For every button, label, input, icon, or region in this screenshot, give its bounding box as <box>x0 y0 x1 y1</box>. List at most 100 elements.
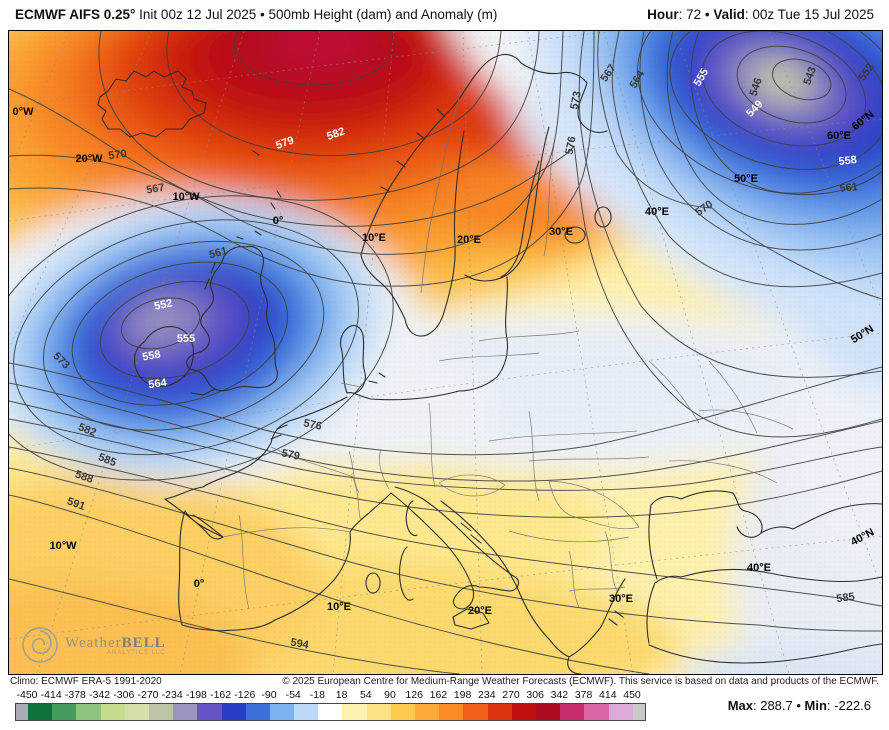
copyright-attribution: © 2025 European Centre for Medium-Range … <box>282 676 879 687</box>
latlon-label: 30°E <box>549 226 573 238</box>
colorbar-segment <box>366 704 391 720</box>
colorbar-tick: -414 <box>40 689 62 701</box>
colorbar-tick: -450 <box>16 689 38 701</box>
colorbar-tick: 90 <box>384 689 396 701</box>
latlon-label: 20°E <box>468 605 492 617</box>
colorbar-tick: 342 <box>550 689 569 701</box>
anomaly-colorbar: -450 -414 -378 -342 -306 -270 -234 -198 -162 -126… <box>15 689 655 721</box>
height-contours <box>9 31 882 674</box>
latlon-label: 50°E <box>734 173 758 185</box>
contour-label: 555 <box>177 333 195 345</box>
contour-label: 582 <box>325 125 346 143</box>
contour-label: 552 <box>153 297 173 313</box>
colorbar-tick: -18 <box>309 689 325 701</box>
colorbar-segment <box>269 704 295 720</box>
hour-label: Hour <box>647 7 679 22</box>
contour-label: 543 <box>801 65 819 86</box>
contour-label: 570 <box>108 148 128 162</box>
latlon-label: 40°E <box>747 562 771 574</box>
contour-label: 576 <box>302 417 322 433</box>
contour-label: 579 <box>280 447 300 463</box>
colorbar-segment <box>173 704 198 720</box>
max-label: Max <box>727 698 753 713</box>
country-borders <box>222 90 794 610</box>
latlon-label: 0° <box>194 578 205 590</box>
hour-value: : 72 • <box>678 7 714 22</box>
colorbar-segment <box>318 704 343 720</box>
colorbar-tick: 234 <box>478 689 496 701</box>
stipple-texture <box>9 31 882 674</box>
contour-label: 579 <box>274 134 295 152</box>
colorbar-tick: -198 <box>185 689 207 701</box>
contour-label: 585 <box>836 591 856 605</box>
colorbar-tick: 450 <box>623 689 641 701</box>
colorbar-segment <box>52 704 77 720</box>
valid-value: : 00z Tue 15 Jul 2025 <box>744 7 874 22</box>
colorbar-segment <box>632 704 645 720</box>
logo-subtitle: ANALYTICS LLC <box>107 650 166 656</box>
colorbar-tick: 270 <box>502 689 520 701</box>
colorbar-tick: 18 <box>335 689 348 701</box>
colorbar-segment <box>221 704 246 720</box>
max-value: : 288.7 • <box>752 698 805 713</box>
contour-label: 558 <box>838 154 858 168</box>
latlon-label: 0° <box>273 215 284 227</box>
logo-weather: Weather <box>65 635 122 651</box>
colorbar-tick: -54 <box>285 689 301 701</box>
colorbar-tick: -270 <box>137 689 159 701</box>
colorbar-segment <box>197 704 222 720</box>
latlon-label: 30°E <box>609 593 633 605</box>
colorbar-tick: -126 <box>234 689 256 701</box>
colorbar-tick: 162 <box>429 689 448 701</box>
colorbar-segment <box>584 704 609 720</box>
colorbar-segment <box>608 704 633 720</box>
latlon-label: 0°W <box>13 106 35 118</box>
colorbar-segment <box>415 704 440 720</box>
latlon-label: 20°E <box>457 234 481 246</box>
colorbar-segment <box>124 704 149 720</box>
latlon-label: 10°E <box>362 232 386 244</box>
colorbar-tick: -234 <box>161 689 183 701</box>
colorbar-segment <box>342 704 367 720</box>
latlon-label: 10°W <box>172 191 200 203</box>
contour-label: 591 <box>65 495 86 513</box>
header: ECMWF AIFS 0.25° Init 00z 12 Jul 2025 • … <box>0 0 889 30</box>
contour-label: 588 <box>73 468 94 486</box>
weather-map: 570 567 579 582 573 576 567 564 555 546 549 543 552 5… <box>8 30 883 675</box>
colorbar-tick: 198 <box>453 689 472 701</box>
colorbar-segment <box>16 704 28 720</box>
contour-label: 561 <box>839 181 858 195</box>
colorbar-segment <box>28 704 53 720</box>
colorbar-segment <box>100 704 125 720</box>
coastlines <box>97 53 882 674</box>
colorbar-segment <box>487 704 512 720</box>
model-name: ECMWF AIFS 0.25° <box>15 7 136 22</box>
valid-label: Valid <box>713 7 745 22</box>
min-value: : -222.6 <box>826 698 871 713</box>
colorbar-segment <box>560 704 585 720</box>
page-title: ECMWF AIFS 0.25° Init 00z 12 Jul 2025 • … <box>15 7 497 22</box>
colorbar-segment <box>148 704 174 720</box>
contour-label: 564 <box>148 377 169 392</box>
colorbar-tick: -306 <box>113 689 135 701</box>
colorbar-tick: 414 <box>599 689 617 701</box>
colorbar-tick: 378 <box>574 689 593 701</box>
colorbar-segment <box>463 704 488 720</box>
contour-label: 567 <box>145 182 165 197</box>
colorbar-segment <box>390 704 415 720</box>
colorbar-tick: -378 <box>64 689 86 701</box>
contour-label: 594 <box>289 637 310 652</box>
latlon-label: 60°E <box>827 130 851 142</box>
colorbar-tick: 126 <box>405 689 423 701</box>
contour-label: 546 <box>748 76 765 97</box>
colorbar-segment <box>439 704 464 720</box>
colorbar-segment <box>535 704 561 720</box>
climo-attribution: Climo: ECMWF ERA-5 1991-2020 <box>10 676 162 687</box>
logo-bell: BELL <box>121 635 166 651</box>
title-rest: Init 00z 12 Jul 2025 • 500mb Height (dam… <box>135 7 498 22</box>
colorbar-segment <box>245 704 270 720</box>
contour-label: 573 <box>568 90 584 110</box>
contour-label: 558 <box>141 349 161 364</box>
